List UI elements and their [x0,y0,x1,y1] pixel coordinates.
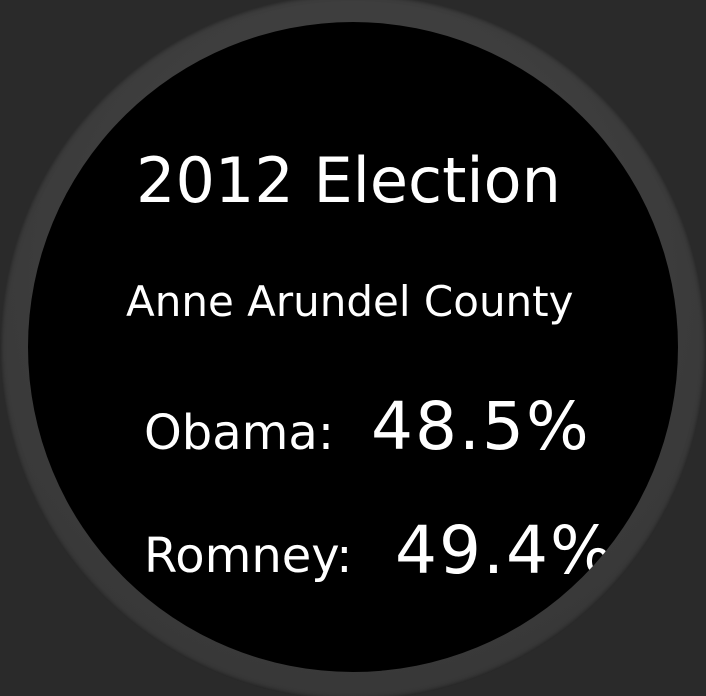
candidate-percent-romney: 49.4% [395,512,615,589]
watch-screen[interactable]: 2012 Election Anne Arundel County Obama:… [28,22,678,672]
candidate-label-romney: Romney: [144,528,353,584]
page-title: 2012 Election [136,144,561,217]
county-name: Anne Arundel County [126,277,574,326]
candidate-percent-obama: 48.5% [371,388,591,465]
candidate-label-obama: Obama: [144,405,335,461]
